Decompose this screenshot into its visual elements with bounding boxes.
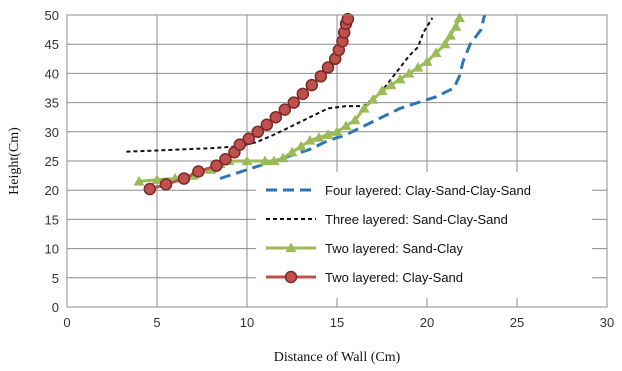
data-point <box>321 61 335 74</box>
x-tick-label: 30 <box>600 315 614 330</box>
data-point <box>421 56 433 66</box>
data-point <box>331 126 343 136</box>
y-tick-label: 25 <box>45 154 59 169</box>
x-axis-title: Distance of Wall (Cm) <box>274 350 401 365</box>
data-point <box>205 164 217 174</box>
legend-marker-3 <box>285 242 297 253</box>
series-layer <box>126 12 487 196</box>
series-4 <box>143 12 355 196</box>
data-point <box>159 178 173 191</box>
data-point <box>219 152 232 166</box>
legend: Four layered: Clay-Sand-Clay-Sand Three l… <box>256 172 592 298</box>
x-tick-label: 20 <box>420 315 434 330</box>
data-point <box>403 67 415 78</box>
x-tick-label: 25 <box>510 315 524 330</box>
x-tick-label: 0 <box>63 315 70 330</box>
data-point <box>314 70 328 83</box>
data-point <box>358 102 370 113</box>
data-point <box>133 175 145 186</box>
data-point <box>439 38 451 49</box>
data-point <box>340 120 352 131</box>
data-point <box>143 182 157 196</box>
data-point <box>241 155 253 166</box>
data-point <box>305 78 319 92</box>
x-tick-label: 15 <box>330 315 344 330</box>
data-point <box>349 114 361 125</box>
legend-marker-4 <box>284 270 298 284</box>
tick-labels: 0 5 10 15 20 25 30 0 5 10 15 20 25 30 35 40 45 50 <box>45 8 615 330</box>
legend-label-3: Two layered: Sand-Clay <box>325 241 464 256</box>
data-point <box>269 110 283 124</box>
y-tick-label: 40 <box>45 66 59 81</box>
data-point <box>251 125 265 139</box>
data-point <box>453 12 465 23</box>
data-point <box>277 152 289 163</box>
data-point <box>385 79 397 90</box>
data-point <box>376 85 388 96</box>
data-point <box>192 165 205 178</box>
data-point <box>367 94 379 104</box>
x-tick-label: 10 <box>240 315 254 330</box>
data-point <box>304 135 316 145</box>
y-tick-label: 35 <box>45 96 59 111</box>
series-line <box>126 17 434 153</box>
y-tick-label: 5 <box>52 271 59 286</box>
data-point <box>242 132 256 146</box>
data-point <box>444 29 456 40</box>
data-point <box>313 132 325 142</box>
data-point <box>286 146 298 157</box>
legend-label-2: Three layered: Sand-Clay-Sand <box>325 212 508 227</box>
data-point <box>233 138 247 151</box>
data-point <box>295 140 307 151</box>
data-point <box>210 159 223 172</box>
data-point <box>287 96 301 109</box>
y-tick-label: 20 <box>45 183 59 198</box>
y-tick-label: 50 <box>45 8 59 23</box>
y-tick-label: 15 <box>45 212 59 227</box>
data-point <box>260 118 274 132</box>
y-tick-label: 30 <box>45 125 59 140</box>
data-point <box>412 62 424 72</box>
legend-label-1: Four layered: Clay-Sand-Clay-Sand <box>325 183 531 198</box>
y-tick-label: 0 <box>52 300 59 315</box>
data-point <box>151 174 163 184</box>
x-tick-label: 5 <box>153 315 160 330</box>
data-point <box>341 12 355 26</box>
data-point <box>322 129 334 139</box>
data-point <box>430 47 442 58</box>
legend-label-4: Two layered: Clay-Sand <box>325 270 463 285</box>
data-point <box>394 73 406 84</box>
data-point <box>450 21 462 31</box>
y-axis-title: Height(Cm) <box>7 127 22 195</box>
data-point <box>177 172 191 185</box>
data-point <box>268 155 280 166</box>
y-tick-label: 10 <box>45 242 59 257</box>
data-point <box>296 87 310 101</box>
data-point <box>278 103 292 116</box>
series-2 <box>126 17 434 153</box>
data-point <box>259 155 271 166</box>
plot-border <box>66 14 608 308</box>
y-tick-label: 45 <box>45 37 59 52</box>
